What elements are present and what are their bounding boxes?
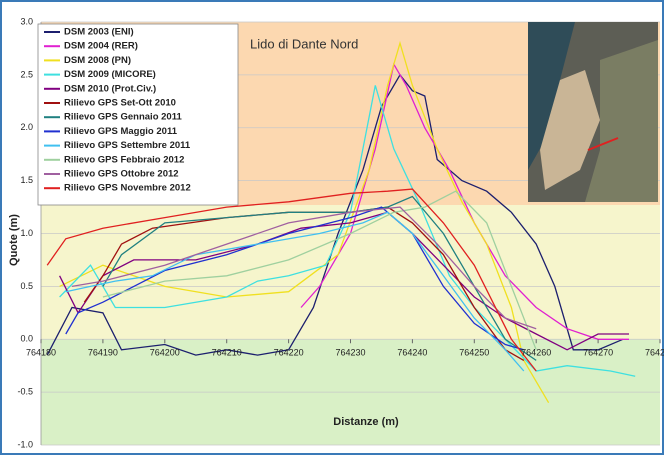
legend-label: Rilievo GPS Gennaio 2011 <box>64 112 182 123</box>
x-tick-label: 764250 <box>459 348 489 358</box>
y-tick-label: 1.5 <box>20 175 33 185</box>
x-tick-label: 764230 <box>335 348 365 358</box>
x-tick-label: 764260 <box>521 348 551 358</box>
photo-beach <box>540 70 600 190</box>
y-tick-label: 1.0 <box>20 228 33 238</box>
aerial-photo <box>528 22 658 202</box>
legend-label: DSM 2003 (ENI) <box>64 27 134 38</box>
x-tick-label: 764270 <box>583 348 613 358</box>
y-tick-label: 0.5 <box>20 281 33 291</box>
band-middle <box>41 205 660 339</box>
x-axis-title: Distanze (m) <box>333 416 399 428</box>
legend-label: Rilievo GPS Febbraio 2012 <box>64 154 184 165</box>
y-tick-label: -0.5 <box>17 387 33 397</box>
x-tick-label: 764190 <box>88 348 118 358</box>
series-line <box>71 206 537 330</box>
x-tick-label: 764210 <box>212 348 242 358</box>
legend-label: Rilievo GPS Novembre 2012 <box>64 183 191 194</box>
y-tick-label: 2.0 <box>20 122 33 132</box>
y-tick-label: 2.5 <box>20 69 33 79</box>
legend-label: DSM 2009 (MICORE) <box>64 69 156 80</box>
series-line <box>46 188 537 372</box>
x-tick-label: 764200 <box>150 348 180 358</box>
series-line <box>65 206 524 351</box>
x-tick-label: 764280 <box>645 348 664 358</box>
legend-label: DSM 2010 (Prot.Civ.) <box>64 83 156 94</box>
series-line <box>102 190 537 351</box>
series-line <box>65 211 525 372</box>
photo-transect <box>587 137 619 151</box>
y-tick-label: 0.0 <box>20 334 33 344</box>
y-tick-label: 3.0 <box>20 16 33 26</box>
annotation: Lido di Dante Nord <box>250 36 358 51</box>
legend-label: Rilievo GPS Ottobre 2012 <box>64 169 179 180</box>
x-tick-label: 764180 <box>26 348 56 358</box>
x-tick-label: 764220 <box>274 348 304 358</box>
y-tick-label: -1.0 <box>17 439 33 449</box>
x-tick-label: 764240 <box>397 348 427 358</box>
photo-land <box>585 40 658 202</box>
legend-label: Rilievo GPS Settembre 2011 <box>64 140 191 151</box>
legend-label: DSM 2004 (RER) <box>64 41 138 52</box>
photo-sea <box>528 22 575 170</box>
legend-label: Rilievo GPS Set-Ott 2010 <box>64 98 176 109</box>
legend-label: Rilievo GPS Maggio 2011 <box>64 126 178 137</box>
legend-box <box>37 23 239 206</box>
series-line <box>59 40 550 404</box>
legend-label: DSM 2008 (PN) <box>64 55 131 66</box>
y-axis-title: Quote (m) <box>8 214 20 266</box>
